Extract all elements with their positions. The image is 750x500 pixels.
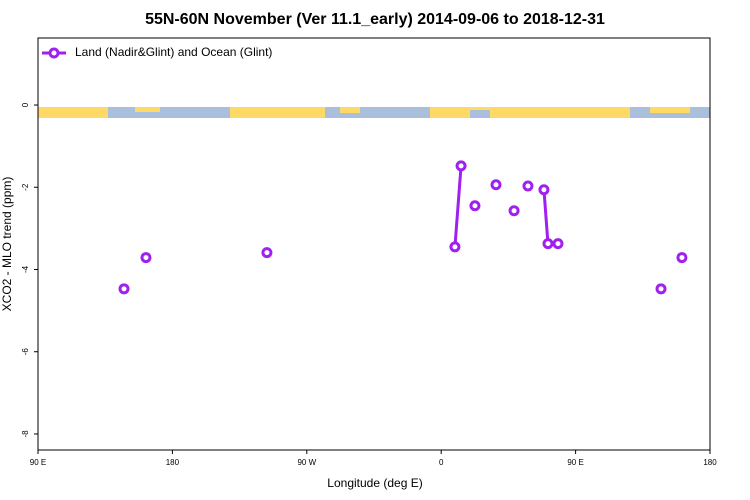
data-point — [552, 238, 564, 250]
y-tick-label: -6 — [21, 348, 30, 356]
data-point — [655, 283, 667, 295]
map-strip — [38, 107, 710, 118]
data-line — [455, 166, 682, 258]
data-point — [542, 238, 554, 250]
data-point — [455, 160, 467, 172]
data-point — [538, 184, 550, 196]
x-axis-label: Longitude (deg E) — [327, 476, 422, 490]
legend: Land (Nadir&Glint) and Ocean (Glint) — [42, 45, 272, 59]
data-point — [522, 180, 534, 192]
data-point — [469, 200, 481, 212]
x-tick-label: 90 E — [30, 458, 46, 467]
data-point — [449, 241, 461, 253]
x-tick-label: 0 — [439, 458, 444, 467]
x-tick-label: 90 W — [297, 458, 316, 467]
plot-frame — [37, 37, 711, 451]
chart-title: 55N-60N November (Ver 11.1_early) 2014-0… — [145, 11, 605, 28]
y-axis-label: XCO2 - MLO trend (ppm) — [0, 177, 14, 312]
legend-label: Land (Nadir&Glint) and Ocean (Glint) — [75, 45, 272, 59]
data-point — [118, 283, 130, 295]
data-point — [261, 247, 273, 259]
x-tick-label: 180 — [166, 458, 180, 467]
data-point — [140, 252, 152, 264]
y-tick-label: -8 — [21, 430, 30, 438]
data-point — [490, 179, 502, 191]
data-point — [508, 205, 520, 217]
y-tick-label: 0 — [21, 102, 30, 107]
x-tick-label: 90 E — [567, 458, 583, 467]
data-point — [676, 252, 688, 264]
y-tick-label: -2 — [21, 183, 30, 191]
legend-marker — [48, 47, 60, 59]
y-tick-label: -4 — [21, 265, 30, 273]
x-tick-label: 180 — [703, 458, 717, 467]
